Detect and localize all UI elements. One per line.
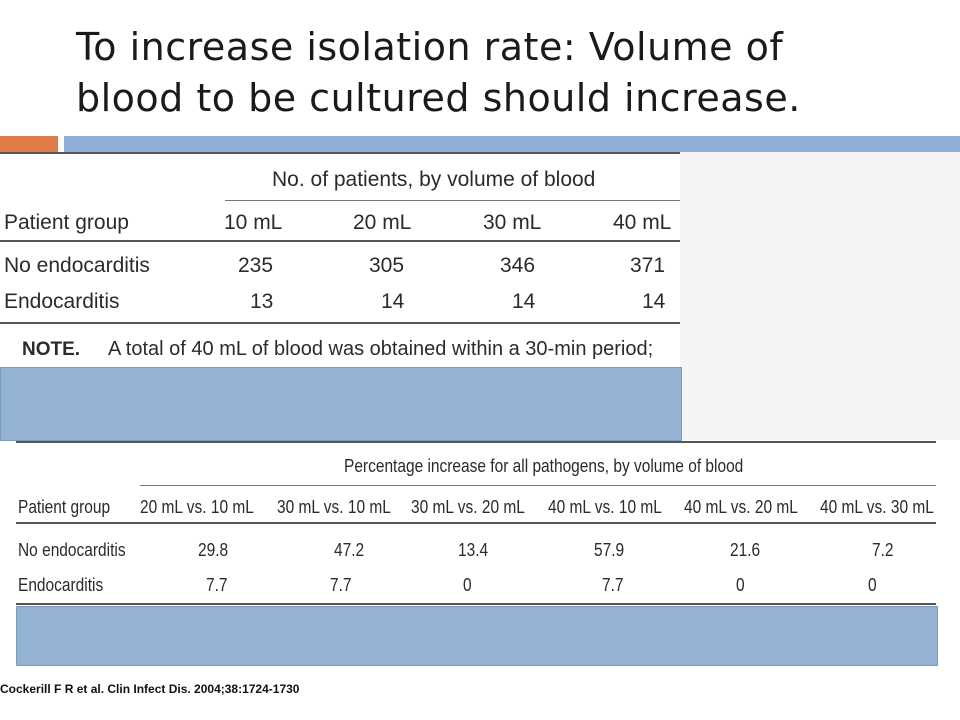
slide-title: To increase isolation rate: Volume of bl… [76,22,936,124]
table-2-row-1-group: No endocarditis [18,540,126,560]
slide-title-line-1: To increase isolation rate: Volume of [76,25,784,69]
table-2-col-header-40v30: 40 mL vs. 30 mL [820,497,934,517]
source-citation: Cockerill F R et al. Clin Infect Dis. 20… [0,682,300,696]
table-2-row-1-40v30: 7.2 [872,540,894,560]
table-1-row-2-10ml: 13 [250,290,274,313]
table-2-row-2-20v10: 7.7 [206,575,228,595]
title-accent-orange-bar [0,136,58,153]
table-2-header-rule [16,522,936,524]
table-1-col-header-30ml: 30 mL [483,211,542,234]
table-2-top-rule [16,441,936,443]
table-1-col-header-10ml: 10 mL [224,211,283,234]
table-1-side-shade [680,152,960,440]
table-2-row-2-40v30: 0 [868,575,877,595]
table-1-note-text: A total of 40 mL of blood was obtained w… [108,338,654,360]
table-2-row-2-40v20: 0 [736,575,745,595]
table-2-col-header-30v20: 30 mL vs. 20 mL [411,497,525,517]
table-1-row-1-40ml: 371 [630,254,666,277]
table-2-row-1-30v20: 13.4 [458,540,489,560]
table-1-row-1-20ml: 305 [369,254,405,277]
table-1-row-1-30ml: 346 [500,254,536,277]
title-accent-blue-bar [64,136,960,153]
table-2-spanner-header: Percentage increase for all pathogens, b… [344,456,744,476]
table-1-row-1-group: No endocarditis [4,254,150,277]
table-2-row-2-group: Endocarditis [18,575,104,595]
table-1-top-rule [0,152,680,154]
table-2-bottom-rule [16,603,936,605]
table-2-row-2-30v10: 7.7 [330,575,352,595]
table-2-panel [16,441,936,607]
table-1-row-2-30ml: 14 [512,290,536,313]
table-2-col-header-40v10: 40 mL vs. 10 mL [548,497,662,517]
table-2-spanner-rule [140,485,936,486]
table-2-row-1-20v10: 29.8 [198,540,229,560]
table-1-col-header-40ml: 40 mL [613,211,672,234]
table-1-col-header-group: Patient group [4,211,129,234]
table-2-col-header-30v10: 30 mL vs. 10 mL [277,497,391,517]
table-2-row-1-40v10: 57.9 [594,540,625,560]
table-2-col-header-40v20: 40 mL vs. 20 mL [684,497,798,517]
table-2-row-1-30v10: 47.2 [334,540,365,560]
slide-title-line-2: blood to be cultured should increase. [76,76,801,120]
table-1-row-2-20ml: 14 [381,290,405,313]
table-1-row-2-group: Endocarditis [4,290,120,313]
table-2-cover-band [16,606,938,666]
table-2-row-2-40v10: 7.7 [602,575,624,595]
table-2-row-2-30v20: 0 [463,575,472,595]
table-1-col-header-20ml: 20 mL [353,211,412,234]
table-2-col-header-group: Patient group [18,497,111,517]
table-1-cover-band [0,367,682,441]
table-1-header-rule [0,240,680,242]
table-1-row-2-40ml: 14 [642,290,666,313]
table-1-row-1-10ml: 235 [238,254,274,277]
table-2-row-1-40v20: 21.6 [730,540,761,560]
table-1-note-label: NOTE. [22,339,81,360]
table-2-col-header-20v10: 20 mL vs. 10 mL [140,497,254,517]
table-1-bottom-rule [0,322,680,324]
table-1-spanner-header: No. of patients, by volume of blood [272,168,596,191]
table-1-spanner-rule [225,200,680,201]
